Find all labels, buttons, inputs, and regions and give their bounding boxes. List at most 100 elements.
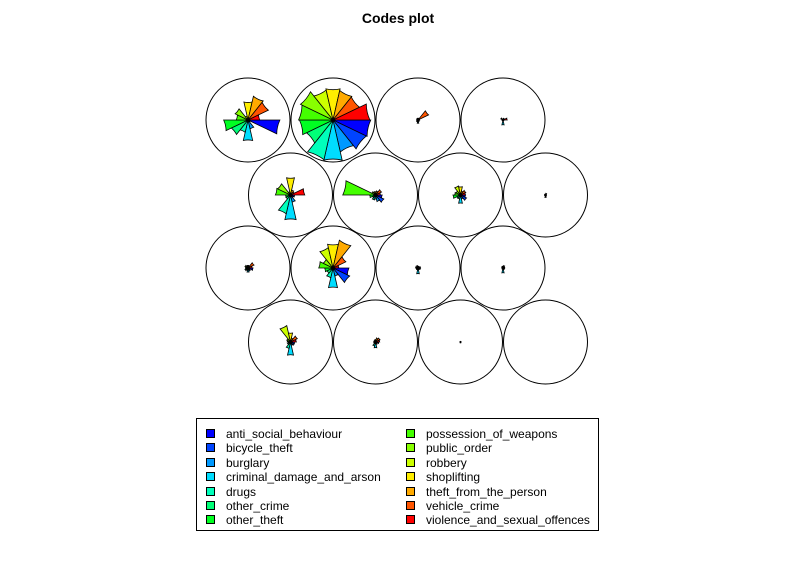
fan-segment-drugs bbox=[277, 194, 291, 215]
legend-label: violence_and_sexual_offences bbox=[426, 513, 590, 528]
fan-segment-criminal_damage_and_arson bbox=[284, 194, 297, 221]
legend-swatch bbox=[406, 515, 415, 525]
fan-segment-violence_and_sexual_offences bbox=[502, 266, 506, 269]
fan-segment-public_order bbox=[299, 91, 334, 121]
codes-plot bbox=[205, 77, 588, 385]
fan-segment-vehicle_crime bbox=[247, 262, 255, 269]
fan-segment-bicycle_theft bbox=[375, 194, 385, 203]
som-unit bbox=[503, 299, 588, 385]
fan-segment-violence_and_sexual_offences bbox=[375, 339, 381, 343]
legend-swatch bbox=[206, 429, 215, 438]
fan-segment-public_order bbox=[276, 183, 291, 196]
legend-swatch bbox=[206, 457, 215, 467]
unit-circle bbox=[248, 299, 333, 385]
unit-circle bbox=[290, 77, 376, 163]
som-unit bbox=[248, 152, 333, 238]
fan-segment-violence_and_sexual_offences bbox=[247, 114, 261, 121]
fan-segment-burglary bbox=[375, 194, 381, 203]
unit-circle bbox=[418, 299, 503, 385]
fan-segment-violence_and_sexual_offences bbox=[290, 188, 306, 196]
legend-label: criminal_damage_and_arson bbox=[226, 470, 381, 485]
som-unit bbox=[333, 299, 418, 385]
som-unit bbox=[418, 299, 503, 385]
unit-circle bbox=[248, 152, 333, 238]
legend-label: anti_social_behaviour bbox=[226, 427, 343, 441]
legend-swatch bbox=[206, 443, 215, 453]
fan-segment-violence_and_sexual_offences bbox=[332, 264, 340, 269]
legend-swatch bbox=[406, 472, 415, 482]
fan-segment-theft_from_the_person bbox=[247, 95, 264, 121]
som-unit bbox=[418, 152, 503, 238]
fan-segment-public_order bbox=[234, 108, 249, 121]
fan-segment-vehicle_crime bbox=[290, 335, 299, 343]
som-unit bbox=[460, 225, 546, 311]
fan-segment-violence_and_sexual_offences bbox=[247, 265, 253, 269]
legend-swatch bbox=[206, 515, 215, 525]
som-unit bbox=[460, 77, 546, 163]
legend-label: shoplifting bbox=[426, 470, 481, 485]
fan-segment-violence_and_sexual_offences bbox=[332, 103, 371, 121]
legend-swatch bbox=[406, 486, 415, 496]
fan-segment-shoplifting bbox=[325, 88, 341, 121]
fan-segment-drugs bbox=[306, 119, 334, 161]
unit-circle bbox=[205, 225, 291, 311]
legend-label: drugs bbox=[226, 484, 257, 499]
unit-circle bbox=[333, 152, 418, 238]
som-unit bbox=[205, 225, 291, 311]
legend-swatch bbox=[206, 472, 215, 482]
fan-segment-vehicle_crime bbox=[247, 101, 270, 121]
fan-segment-violence_and_sexual_offences bbox=[375, 192, 382, 196]
fan-segment-violence_and_sexual_offences bbox=[460, 192, 467, 196]
som-unit bbox=[290, 225, 376, 311]
legend: anti_social_behaviour bicycle_theft burgla… bbox=[196, 418, 599, 531]
unit-circle bbox=[418, 152, 503, 238]
legend-label: possession_of_weapons bbox=[426, 427, 558, 441]
som-unit bbox=[205, 77, 291, 163]
som-unit bbox=[248, 299, 333, 385]
legend-swatch bbox=[406, 443, 415, 453]
legend-label: other_crime bbox=[226, 499, 290, 513]
som-unit bbox=[503, 152, 588, 238]
legend-label: burglary bbox=[226, 455, 270, 470]
fan-segment-criminal_damage_and_arson bbox=[416, 267, 420, 275]
fan-segment-criminal_damage_and_arson bbox=[246, 267, 250, 273]
unit-circle bbox=[375, 77, 461, 163]
fan-segment-anti_social_behaviour bbox=[247, 119, 281, 135]
legend-label: bicycle_theft bbox=[226, 441, 293, 456]
fan-segment-criminal_damage_and_arson bbox=[458, 194, 463, 204]
fan-segment-violence_and_sexual_offences bbox=[417, 266, 422, 269]
fan-segment-anti_social_behaviour bbox=[332, 119, 372, 138]
unit-circle bbox=[333, 299, 418, 385]
unit-circle bbox=[375, 225, 461, 311]
fan-segment-criminal_damage_and_arson bbox=[501, 267, 505, 274]
legend-label: vehicle_crime bbox=[426, 499, 500, 513]
fan-segment-violence_and_sexual_offences bbox=[417, 118, 421, 121]
som-unit bbox=[375, 225, 461, 311]
fan-segment-theft_from_the_person bbox=[332, 89, 353, 121]
fan-segment-bicycle_theft bbox=[332, 267, 351, 284]
som-unit bbox=[375, 77, 461, 163]
fan-segment-possession_of_weapons bbox=[342, 180, 376, 196]
fan-segment-violence_and_sexual_offences bbox=[290, 338, 298, 343]
fan-segment-shoplifting bbox=[286, 177, 295, 196]
fan-segment-violence_and_sexual_offences bbox=[502, 117, 508, 121]
unit-circle bbox=[460, 77, 546, 163]
fan-segment-other_theft bbox=[223, 119, 249, 132]
fan-segment-robbery bbox=[454, 185, 461, 196]
legend-label: other_theft bbox=[226, 513, 284, 528]
fan-segment-other_theft bbox=[452, 194, 461, 199]
fan-segment-shoplifting bbox=[458, 186, 463, 196]
fan-segment-theft_from_the_person bbox=[332, 239, 352, 269]
fan-segment-shoplifting bbox=[287, 332, 294, 343]
legend-label: public_order bbox=[426, 441, 493, 456]
fan-segment-criminal_damage_and_arson bbox=[327, 267, 339, 289]
fan-segment-criminal_damage_and_arson bbox=[501, 119, 505, 126]
legend-swatch bbox=[406, 457, 415, 467]
fan-segment-robbery bbox=[279, 324, 291, 343]
legend-label: theft_from_the_person bbox=[426, 484, 547, 499]
unit-circle bbox=[503, 152, 588, 238]
unit-circle bbox=[503, 299, 588, 385]
fan-segment-vehicle_crime bbox=[417, 110, 430, 121]
chart-title: Codes plot bbox=[361, 10, 435, 26]
unit-circle bbox=[205, 77, 291, 163]
